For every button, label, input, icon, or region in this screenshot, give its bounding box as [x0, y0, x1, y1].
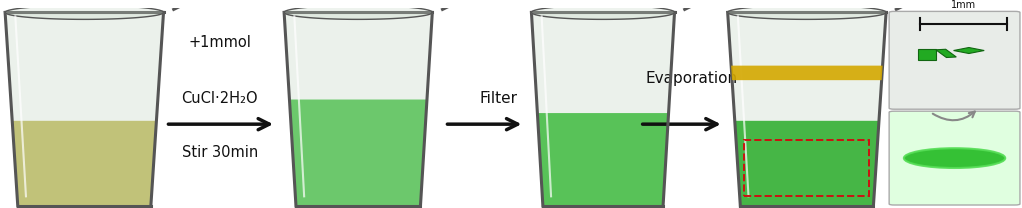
Text: CuCl·2H₂O: CuCl·2H₂O — [182, 91, 258, 106]
Text: Stir 30min: Stir 30min — [182, 145, 258, 160]
Bar — [918, 48, 936, 61]
Bar — [744, 140, 870, 196]
Polygon shape — [5, 12, 164, 206]
Polygon shape — [12, 121, 156, 206]
Polygon shape — [284, 12, 432, 206]
Polygon shape — [284, 5, 432, 19]
Text: 1mm: 1mm — [950, 0, 976, 10]
Text: +1mmol: +1mmol — [188, 35, 251, 50]
Text: Evaporation: Evaporation — [646, 71, 738, 86]
Polygon shape — [735, 121, 879, 206]
Polygon shape — [289, 99, 427, 206]
Polygon shape — [728, 12, 886, 206]
Polygon shape — [954, 47, 984, 53]
Polygon shape — [531, 12, 675, 206]
FancyBboxPatch shape — [889, 111, 1020, 205]
Polygon shape — [5, 5, 164, 19]
FancyBboxPatch shape — [889, 11, 1020, 109]
Polygon shape — [531, 5, 675, 19]
Polygon shape — [728, 5, 886, 19]
Circle shape — [903, 148, 1006, 168]
Polygon shape — [538, 113, 668, 206]
Bar — [936, 49, 957, 57]
Polygon shape — [731, 66, 883, 80]
Text: Filter: Filter — [479, 91, 518, 106]
